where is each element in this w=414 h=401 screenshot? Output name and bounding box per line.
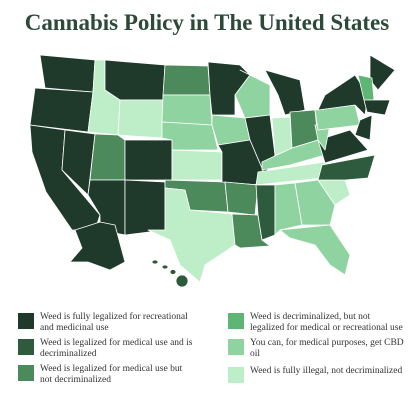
state	[69, 221, 126, 271]
legend-swatch	[18, 313, 34, 329]
state	[363, 99, 391, 116]
state	[104, 59, 166, 101]
us-map	[29, 54, 396, 288]
legend-label: Weed is legalized for medical use but no…	[40, 364, 183, 385]
state	[151, 259, 159, 265]
legend-swatch	[228, 313, 244, 329]
state	[147, 187, 236, 283]
legend-label: You can, for medical purposes, get CBD o…	[250, 338, 404, 359]
state	[161, 264, 169, 270]
state	[117, 99, 164, 139]
legend-item: You can, for medical purposes, get CBD o…	[228, 338, 406, 359]
legend-label: Weed is fully illegal, not decriminalize…	[250, 366, 403, 376]
state	[279, 224, 351, 276]
map-title: Cannabis Policy in The United States	[24, 10, 390, 35]
state	[29, 87, 94, 133]
state	[354, 114, 373, 141]
state	[317, 129, 369, 164]
legend-swatch	[228, 367, 244, 383]
legend-label: Weed is fully legalized for recreational…	[40, 312, 188, 333]
state	[169, 269, 177, 275]
state	[317, 154, 376, 181]
state	[162, 64, 211, 96]
legend-swatch	[18, 365, 34, 381]
state	[294, 179, 336, 226]
state	[89, 133, 126, 181]
legend-label: Weed is legalized for medical use and is…	[40, 338, 193, 359]
legend-item: Weed is fully legalized for recreational…	[18, 312, 196, 333]
state	[369, 54, 396, 91]
legend-item: Weed is legalized for medical use but no…	[18, 364, 196, 385]
state	[255, 184, 276, 241]
legend-item: Weed is decriminalized, but not legalize…	[228, 312, 406, 333]
state	[264, 69, 306, 116]
legend-item: Weed is fully illegal, not decriminalize…	[228, 366, 406, 383]
state	[124, 179, 166, 236]
state	[274, 182, 303, 236]
state	[161, 94, 213, 126]
state	[317, 74, 369, 116]
state	[39, 54, 96, 93]
state	[124, 139, 173, 181]
state	[171, 149, 223, 181]
state	[175, 274, 189, 288]
legend-swatch	[18, 339, 34, 355]
legend-swatch	[228, 339, 244, 355]
legend-label: Weed is decriminalized, but not legalize…	[250, 312, 403, 333]
state	[224, 181, 259, 216]
legend-item: Weed is legalized for medical use and is…	[18, 338, 196, 359]
state	[207, 61, 251, 116]
